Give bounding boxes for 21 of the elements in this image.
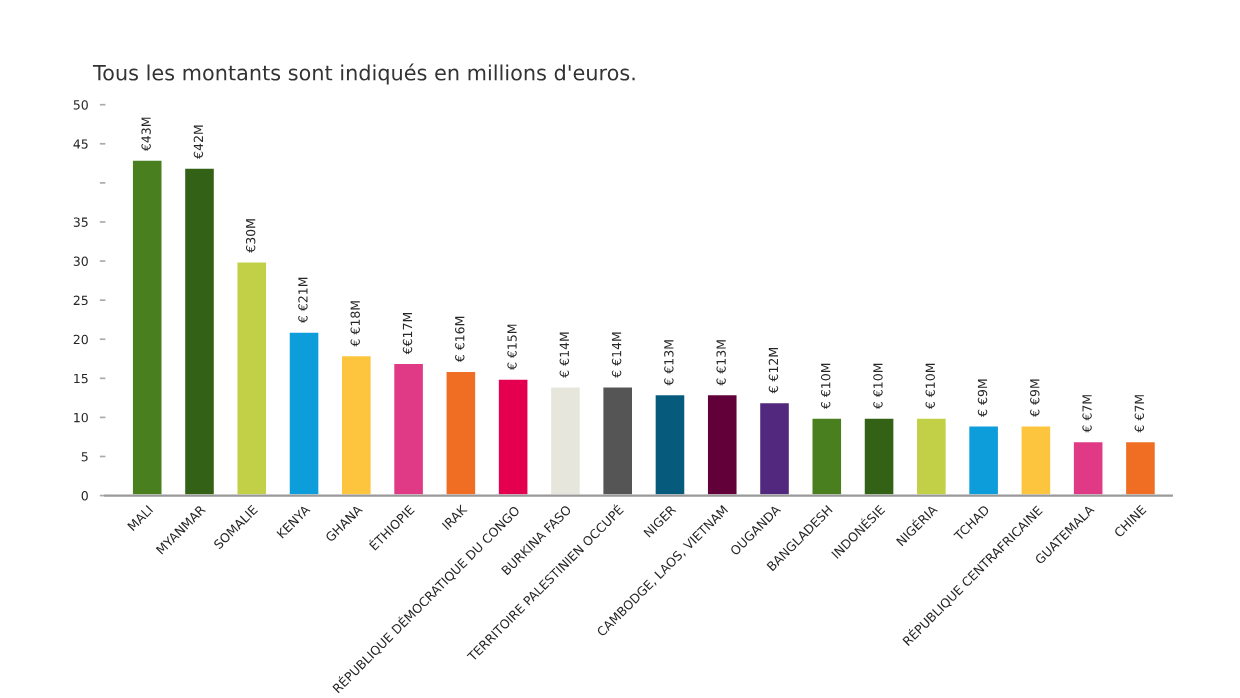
bar [1123,439,1158,496]
chart-title: Tous les montants sont indiqués en millions d'euros. [92,63,635,85]
bar [234,259,269,496]
bar [130,158,165,496]
bar [1071,439,1106,496]
bar [1018,423,1053,496]
bar [809,416,844,496]
bar [914,416,949,496]
bar [861,416,897,496]
bar [443,369,478,496]
bar [391,361,426,496]
bar [182,165,217,496]
bar [705,392,740,496]
bar [966,423,1001,496]
bar [548,384,583,496]
bar [339,353,374,496]
bar [496,376,531,496]
bar [652,392,688,496]
bar [757,400,792,496]
bar [600,384,635,496]
bar [286,330,322,496]
